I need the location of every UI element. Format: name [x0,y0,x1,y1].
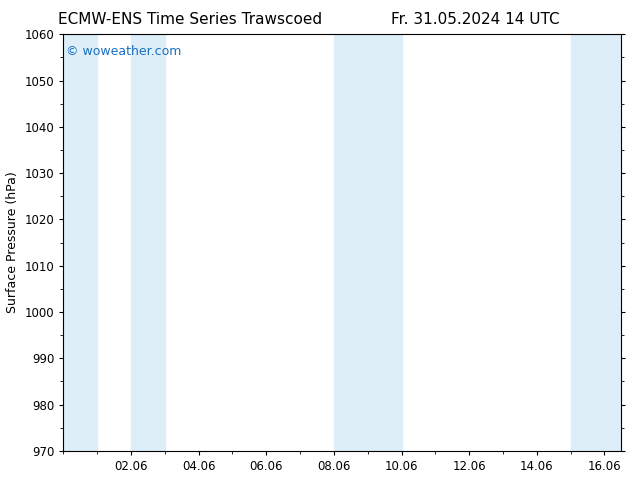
Bar [571,34,621,451]
Bar [368,34,401,451]
Text: ECMW-ENS Time Series Trawscoed: ECMW-ENS Time Series Trawscoed [58,12,322,27]
Bar [63,34,97,451]
Y-axis label: Surface Pressure (hPa): Surface Pressure (hPa) [6,172,19,314]
Text: © woweather.com: © woweather.com [66,45,181,58]
Text: Fr. 31.05.2024 14 UTC: Fr. 31.05.2024 14 UTC [391,12,560,27]
Bar [334,34,368,451]
Bar [131,34,165,451]
